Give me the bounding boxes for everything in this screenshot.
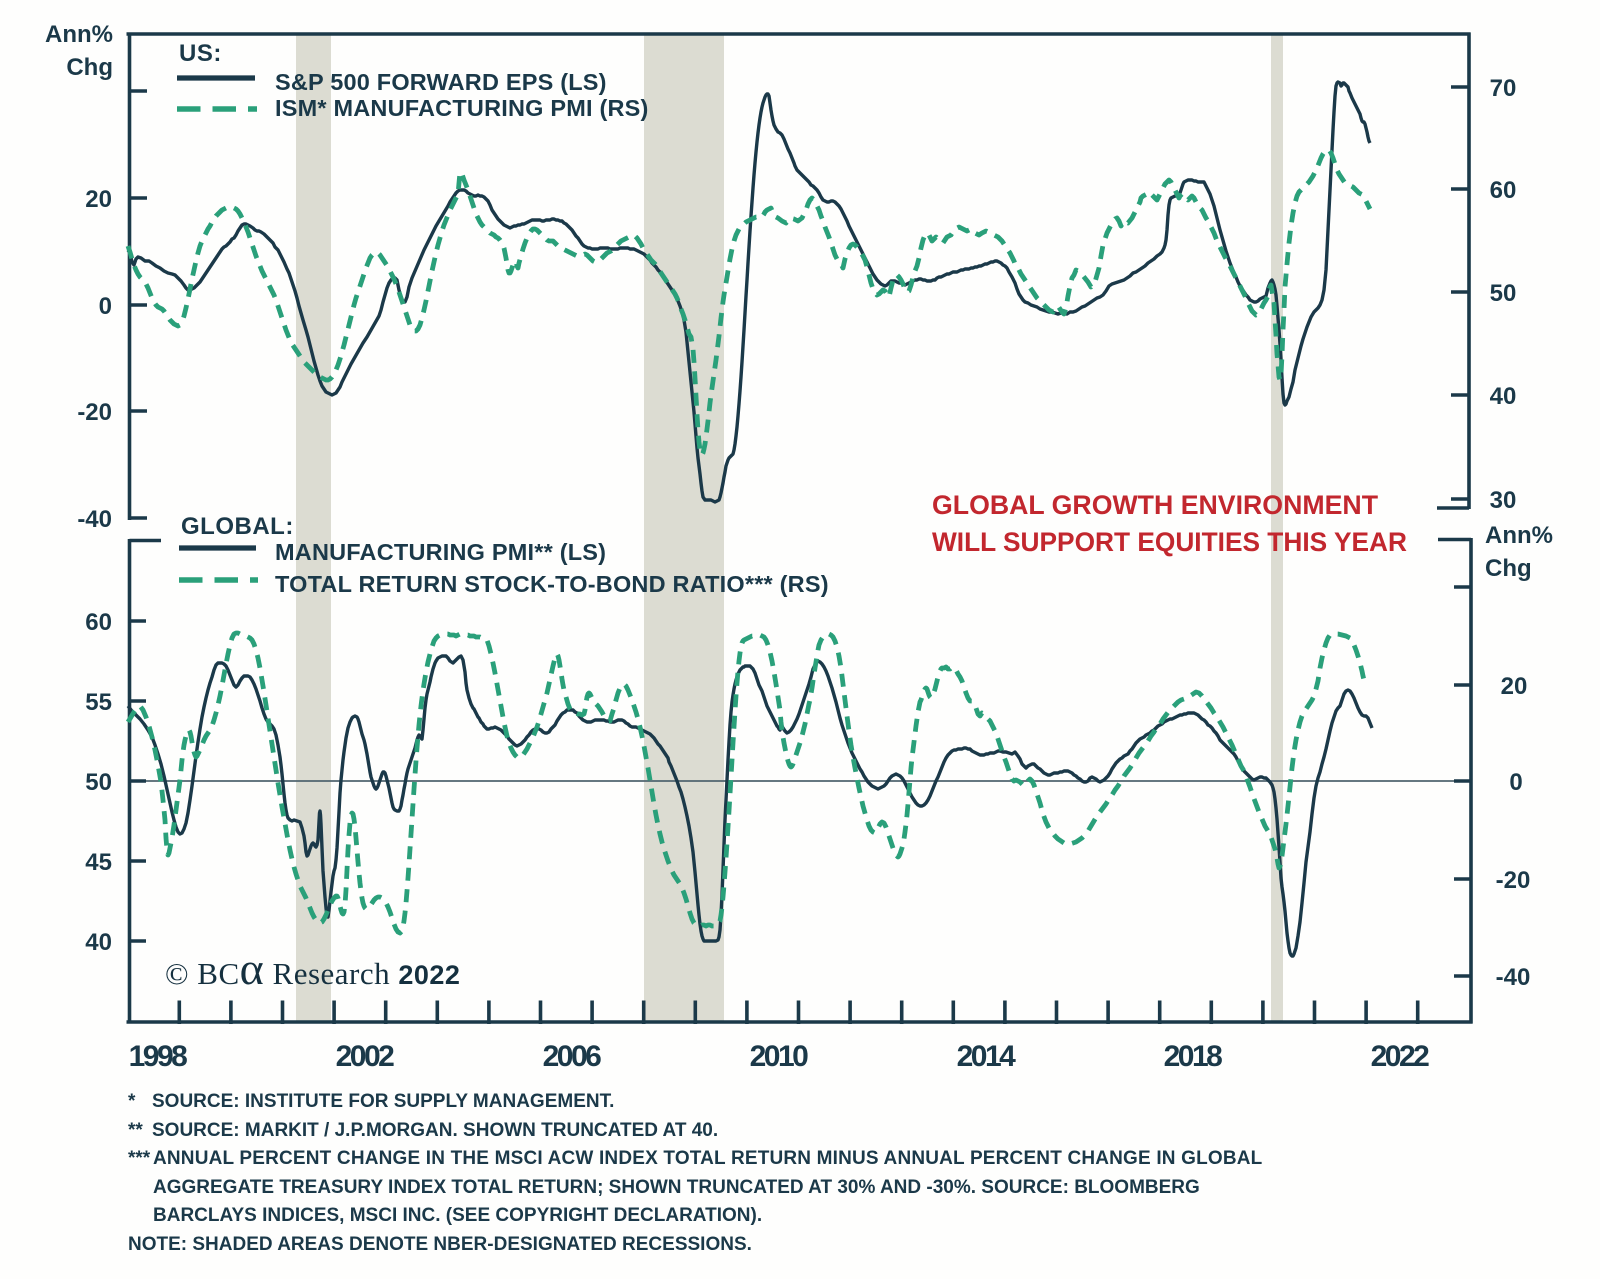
svg-text:GLOBAL:: GLOBAL: (181, 513, 294, 540)
svg-text:-40: -40 (1496, 964, 1531, 991)
svg-text:Chg: Chg (66, 54, 113, 81)
svg-text:40: 40 (1490, 383, 1517, 410)
svg-text:2022: 2022 (1371, 1040, 1430, 1073)
svg-text:Ann%: Ann% (45, 21, 113, 48)
svg-text:50: 50 (85, 769, 112, 796)
svg-text:***: *** (128, 1148, 151, 1169)
svg-text:50: 50 (1490, 280, 1517, 307)
svg-text:1998: 1998 (129, 1040, 188, 1073)
svg-text:-20: -20 (77, 399, 112, 426)
svg-text:20: 20 (1501, 673, 1528, 700)
svg-text:GLOBAL GROWTH ENVIRONMENT: GLOBAL GROWTH ENVIRONMENT (932, 490, 1379, 520)
svg-text:20: 20 (85, 186, 112, 213)
svg-text:BARCLAYS INDICES, MSCI INC. (S: BARCLAYS INDICES, MSCI INC. (SEE COPYRIG… (153, 1205, 762, 1226)
svg-text:WILL SUPPORT EQUITIES THIS YEA: WILL SUPPORT EQUITIES THIS YEAR (932, 527, 1407, 557)
svg-text:SOURCE: MARKIT / J.P.MORGAN. S: SOURCE: MARKIT / J.P.MORGAN. SHOWN TRUNC… (152, 1120, 718, 1141)
svg-text:TOTAL RETURN STOCK-TO-BOND RAT: TOTAL RETURN STOCK-TO-BOND RATIO*** (RS) (275, 571, 829, 597)
svg-text:0: 0 (99, 293, 112, 320)
svg-text:ISM* MANUFACTURING PMI (RS): ISM* MANUFACTURING PMI (RS) (275, 95, 649, 121)
svg-text:60: 60 (1490, 177, 1517, 204)
svg-text:2018: 2018 (1164, 1040, 1223, 1073)
svg-text:*: * (128, 1091, 136, 1112)
svg-text:60: 60 (85, 609, 112, 636)
svg-text:40: 40 (85, 929, 112, 956)
svg-text:2010: 2010 (750, 1040, 809, 1073)
svg-text:30: 30 (1490, 487, 1517, 514)
svg-text:-20: -20 (1496, 867, 1531, 894)
svg-text:0: 0 (1509, 769, 1522, 796)
svg-text:S&P 500 FORWARD EPS (LS): S&P 500 FORWARD EPS (LS) (275, 69, 607, 95)
svg-text:70: 70 (1490, 75, 1517, 102)
svg-text:US:: US: (179, 40, 222, 67)
svg-text:ANNUAL PERCENT CHANGE IN THE M: ANNUAL PERCENT CHANGE IN THE MSCI ACW IN… (153, 1148, 1263, 1169)
svg-text:MANUFACTURING PMI** (LS): MANUFACTURING PMI** (LS) (275, 539, 606, 565)
svg-text:2002: 2002 (336, 1040, 395, 1073)
svg-text:Chg: Chg (1485, 555, 1532, 582)
svg-text:2014: 2014 (957, 1040, 1017, 1073)
svg-text:-40: -40 (77, 506, 112, 533)
svg-text:2006: 2006 (543, 1040, 602, 1073)
svg-text:55: 55 (85, 689, 112, 716)
svg-text:AGGREGATE TREASURY INDEX TOTAL: AGGREGATE TREASURY INDEX TOTAL RETURN; S… (153, 1177, 1200, 1198)
svg-text:NOTE: SHADED AREAS DENOTE NBER: NOTE: SHADED AREAS DENOTE NBER-DESIGNATE… (128, 1234, 752, 1255)
svg-text:**: ** (128, 1120, 143, 1141)
svg-text:SOURCE: INSTITUTE FOR SUPPLY M: SOURCE: INSTITUTE FOR SUPPLY MANAGEMENT. (152, 1091, 614, 1112)
svg-text:Ann%: Ann% (1485, 522, 1553, 549)
svg-text:45: 45 (85, 849, 112, 876)
